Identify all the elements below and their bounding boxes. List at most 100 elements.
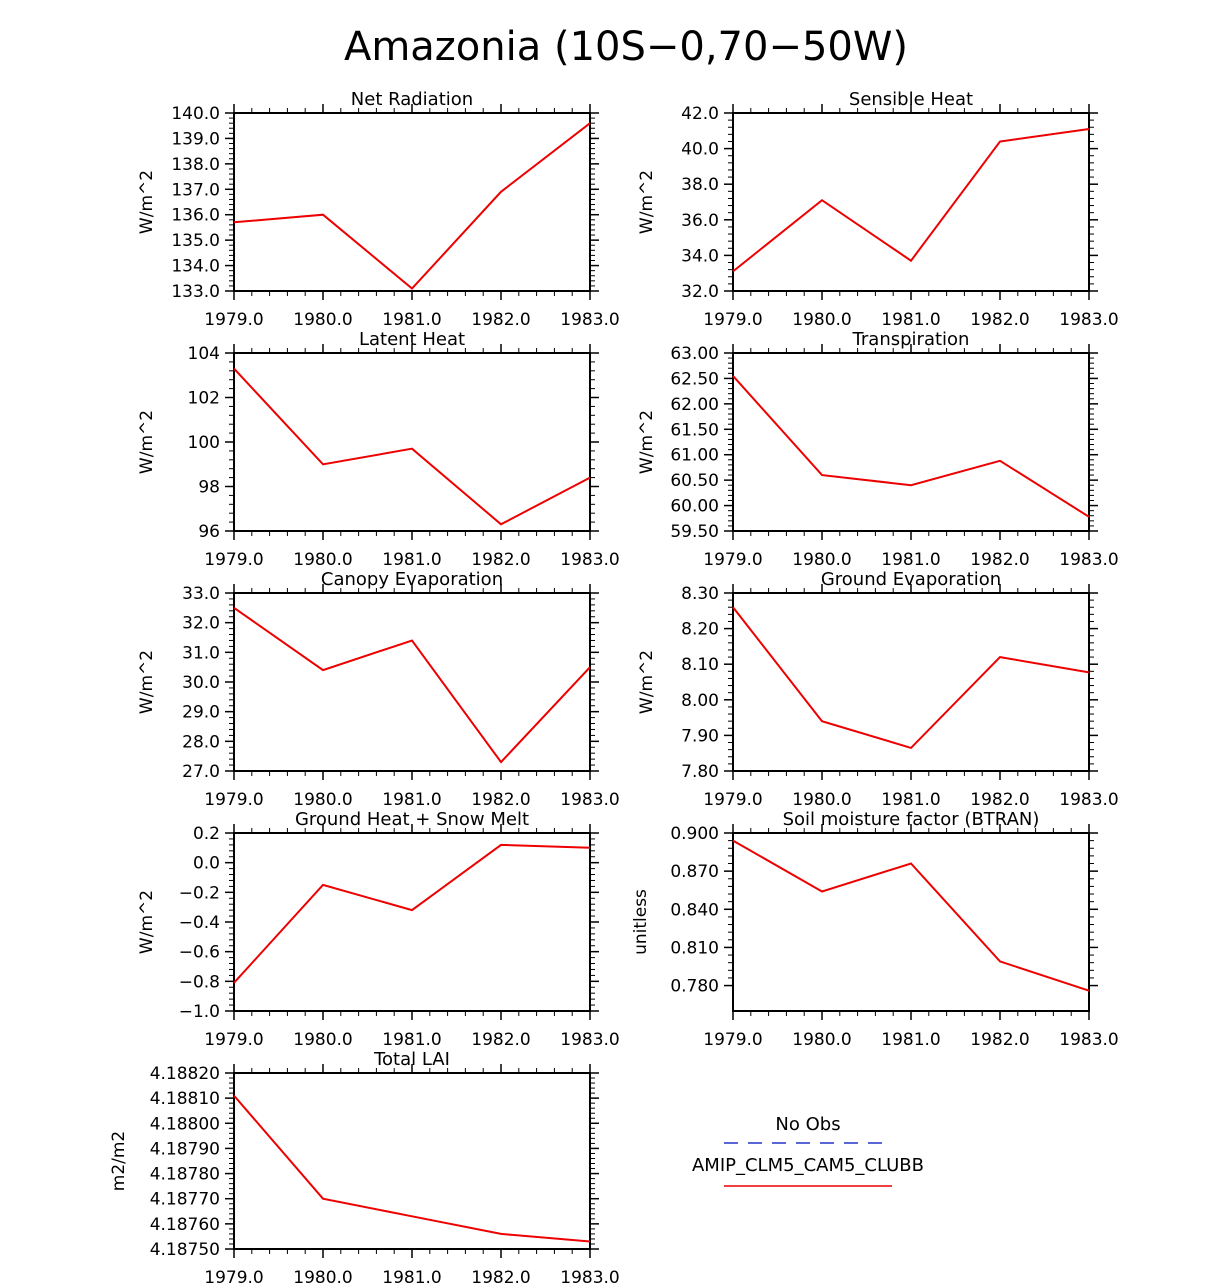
x-tick-label: 1983.0 <box>560 1268 619 1285</box>
legend-label-no-obs: No Obs <box>775 1114 840 1135</box>
y-tick-label: 134.0 <box>171 257 220 277</box>
x-tick-label: 1979.0 <box>204 1268 263 1285</box>
x-tick-label: 1980.0 <box>792 550 851 570</box>
x-tick-label: 1983.0 <box>1059 550 1118 570</box>
y-tick-label: 104 <box>188 344 220 364</box>
y-tick-label: 33.0 <box>182 584 220 604</box>
y-tick-label: 27.0 <box>182 762 220 782</box>
x-tick-label: 1979.0 <box>204 550 263 570</box>
panels: Net Radiation W/m^2 1979.0 1980.0 1981.0 1982… <box>109 89 1119 1285</box>
figure-title: Amazonia (10S−0,70−50W) <box>344 24 908 70</box>
series-line <box>732 128 1090 273</box>
y-tick-label: 133.0 <box>171 282 220 302</box>
plot-frame <box>233 592 591 772</box>
x-tick-label: 1981.0 <box>382 550 441 570</box>
y-tick-label: 4.18760 <box>150 1215 220 1235</box>
y-tick-label: 0.2 <box>193 824 220 844</box>
panel-net-radiation: Net Radiation W/m^2 1979.0 1980.0 1981.0 1982… <box>137 89 620 330</box>
y-tick-label: 102 <box>188 389 220 409</box>
y-tick-label: 31.0 <box>182 643 220 663</box>
y-tick-label: 34.0 <box>681 246 719 266</box>
series-line <box>233 367 591 526</box>
y-tick-label: 0.870 <box>670 862 719 882</box>
panel-title: Ground Heat + Snow Melt <box>295 809 529 830</box>
y-axis-label: W/m^2 <box>137 890 157 954</box>
panel-transpiration: Transpiration W/m^2 1979.0 1980.0 1981.0 1982… <box>637 329 1119 570</box>
y-tick-label: 4.18800 <box>150 1114 220 1134</box>
x-tick-label: 1982.0 <box>970 1030 1029 1050</box>
y-tick-label: 139.0 <box>171 129 220 149</box>
plot-frame <box>732 592 1090 772</box>
plot-frame <box>732 832 1090 1012</box>
x-tick-label: 1982.0 <box>970 790 1029 810</box>
y-tick-label: 7.90 <box>681 726 719 746</box>
panel-soil-moisture-factor-btran: Soil moisture factor (BTRAN) unitless 1979… <box>631 809 1119 1050</box>
x-tick-label: 1980.0 <box>792 790 851 810</box>
x-tick-label: 1982.0 <box>471 1030 530 1050</box>
y-tick-label: 8.30 <box>681 584 719 604</box>
x-tick-label: 1982.0 <box>471 550 530 570</box>
x-tick-label: 1983.0 <box>560 1030 619 1050</box>
x-tick-label: 1981.0 <box>382 310 441 330</box>
plot-frame <box>732 352 1090 532</box>
x-tick-label: 1979.0 <box>703 1030 762 1050</box>
y-axis-label: W/m^2 <box>137 170 157 234</box>
x-tick-label: 1983.0 <box>1059 310 1118 330</box>
panel-title: Net Radiation <box>351 89 473 110</box>
x-tick-label: 1981.0 <box>382 1268 441 1285</box>
y-tick-label: 30.0 <box>182 673 220 693</box>
y-tick-label: 42.0 <box>681 104 719 124</box>
y-tick-label: 61.50 <box>670 420 719 440</box>
x-tick-label: 1979.0 <box>703 550 762 570</box>
y-axis-label: W/m^2 <box>637 410 657 474</box>
x-tick-label: 1981.0 <box>881 310 940 330</box>
x-tick-label: 1981.0 <box>382 790 441 810</box>
x-tick-label: 1981.0 <box>881 550 940 570</box>
y-tick-label: 36.0 <box>681 211 719 231</box>
y-tick-label: 98 <box>198 478 220 498</box>
y-tick-label: −0.8 <box>179 972 220 992</box>
series-line <box>732 839 1090 992</box>
x-tick-label: 1980.0 <box>293 790 352 810</box>
x-tick-label: 1982.0 <box>970 550 1029 570</box>
y-tick-label: 96 <box>198 522 220 542</box>
plot-frame <box>233 832 591 1012</box>
y-tick-label: 38.0 <box>681 175 719 195</box>
panel-total-lai: Total LAI m2/m2 1979.0 1980.0 1981.0 1982.0 19… <box>109 1049 620 1285</box>
y-tick-label: 61.00 <box>670 446 719 466</box>
y-axis-label: m2/m2 <box>109 1131 129 1191</box>
x-tick-label: 1981.0 <box>382 1030 441 1050</box>
y-tick-label: −0.2 <box>179 883 220 903</box>
y-tick-label: 138.0 <box>171 155 220 175</box>
y-tick-label: 0.810 <box>670 938 719 958</box>
y-tick-label: 137.0 <box>171 180 220 200</box>
x-tick-label: 1980.0 <box>792 310 851 330</box>
panel-title: Canopy Evaporation <box>321 569 503 590</box>
y-axis-label: unitless <box>631 889 651 955</box>
x-tick-label: 1983.0 <box>560 310 619 330</box>
plot-frame <box>233 112 591 292</box>
panel-canopy-evaporation: Canopy Evaporation W/m^2 1979.0 1980.0 1981.… <box>137 569 620 810</box>
x-tick-label: 1980.0 <box>293 550 352 570</box>
y-tick-label: 62.00 <box>670 395 719 415</box>
x-tick-label: 1983.0 <box>1059 790 1118 810</box>
legend-label-amip: AMIP_CLM5_CAM5_CLUBB <box>692 1155 924 1176</box>
y-tick-label: 4.18810 <box>150 1089 220 1109</box>
panel-ground-heat-snow-melt: Ground Heat + Snow Melt W/m^2 1979.0 1980.0… <box>137 809 620 1050</box>
y-tick-label: 140.0 <box>171 104 220 124</box>
y-tick-label: 4.18750 <box>150 1240 220 1260</box>
y-tick-label: −0.6 <box>179 943 220 963</box>
series-line <box>233 122 591 290</box>
x-tick-label: 1981.0 <box>881 790 940 810</box>
y-axis-label: W/m^2 <box>637 650 657 714</box>
y-tick-label: 59.50 <box>670 522 719 542</box>
panel-title: Soil moisture factor (BTRAN) <box>783 809 1040 830</box>
x-tick-label: 1980.0 <box>293 1268 352 1285</box>
x-tick-label: 1981.0 <box>881 1030 940 1050</box>
x-tick-label: 1980.0 <box>293 1030 352 1050</box>
y-tick-label: −1.0 <box>179 1002 220 1022</box>
x-tick-label: 1982.0 <box>471 310 530 330</box>
y-tick-label: 8.00 <box>681 691 719 711</box>
y-tick-label: 4.18820 <box>150 1064 220 1084</box>
y-tick-label: 60.00 <box>670 497 719 517</box>
